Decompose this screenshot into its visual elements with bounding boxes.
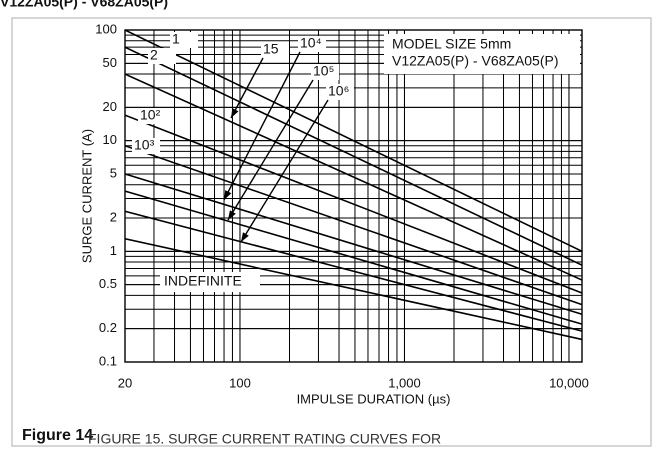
curve — [124, 173, 583, 316]
y-tick-label: 20 — [103, 99, 117, 114]
arrow-head — [228, 210, 236, 220]
label-backing — [148, 48, 176, 64]
y-tick-label: 0.5 — [99, 276, 117, 291]
arrow-head — [224, 190, 232, 200]
curve — [124, 46, 583, 266]
annotation: MODEL SIZE 5mm — [392, 36, 511, 52]
curve — [124, 144, 583, 306]
y-tick-label: 50 — [103, 55, 117, 70]
annotation: V12ZA05(P) - V68ZA05(P) — [392, 53, 559, 69]
y-axis-title: SURGE CURRENT (A) — [79, 129, 94, 263]
curve-label: 10² — [140, 107, 161, 123]
curve — [124, 237, 583, 341]
legend-box — [384, 34, 580, 74]
curve-label: 10⁶ — [328, 83, 349, 99]
curve-label: 1 — [172, 31, 180, 47]
curves — [124, 29, 583, 341]
label-backing — [261, 42, 289, 58]
y-tick-label: 0.2 — [99, 320, 117, 335]
plot-frame — [124, 29, 583, 363]
label-backing — [311, 64, 339, 80]
arrow-shaft — [230, 57, 264, 119]
arrow-shaft — [223, 51, 301, 201]
grid — [124, 29, 583, 363]
curve — [124, 210, 583, 332]
curve — [124, 29, 583, 253]
x-axis-title: IMPULSE DURATION (µs) — [297, 391, 451, 406]
y-tick-label: 2 — [110, 209, 117, 224]
label-backing — [298, 36, 326, 52]
curve — [124, 114, 583, 294]
chart-title: V12ZA05(P) - V68ZA05(P) — [0, 0, 168, 10]
arrow-shaft — [227, 79, 314, 221]
y-tick-label: 0.1 — [99, 353, 117, 368]
curve-label: 10⁴ — [300, 35, 322, 51]
labels: 12 15 10² 10³ 10⁴ 10⁵ 10⁶ INDEFINITE MODEL SIZE … — [132, 31, 580, 292]
curve-label: 10³ — [134, 137, 155, 153]
curve-label: INDEFINITE — [164, 273, 242, 289]
label-backing — [132, 138, 160, 154]
label-backing — [170, 32, 198, 48]
caption: FIGURE 15. SURGE CURRENT RATING CURVES F… — [88, 431, 441, 447]
curve-label: 15 — [263, 41, 279, 57]
curve — [124, 73, 583, 281]
y-tick-label: 10 — [103, 132, 117, 147]
figure-label: Figure 14 — [22, 427, 93, 444]
arrow-head — [231, 108, 239, 118]
x-tick-label: 10,000 — [549, 375, 589, 390]
x-tick-label: 100 — [229, 375, 251, 390]
y-tick-label: 100 — [95, 21, 117, 36]
y-tick-label: 1 — [110, 243, 117, 258]
arrow-head — [241, 232, 249, 242]
curve-label: 2 — [150, 47, 158, 63]
label-backing — [160, 272, 260, 292]
curve — [124, 190, 583, 325]
y-tick-label: 5 — [110, 165, 117, 180]
x-tick-label: 20 — [118, 375, 132, 390]
label-backing — [326, 84, 354, 100]
arrow-shaft — [240, 99, 329, 243]
curve-label: 10⁵ — [313, 63, 334, 79]
label-backing — [138, 108, 166, 124]
x-tick-label: 1,000 — [388, 375, 421, 390]
